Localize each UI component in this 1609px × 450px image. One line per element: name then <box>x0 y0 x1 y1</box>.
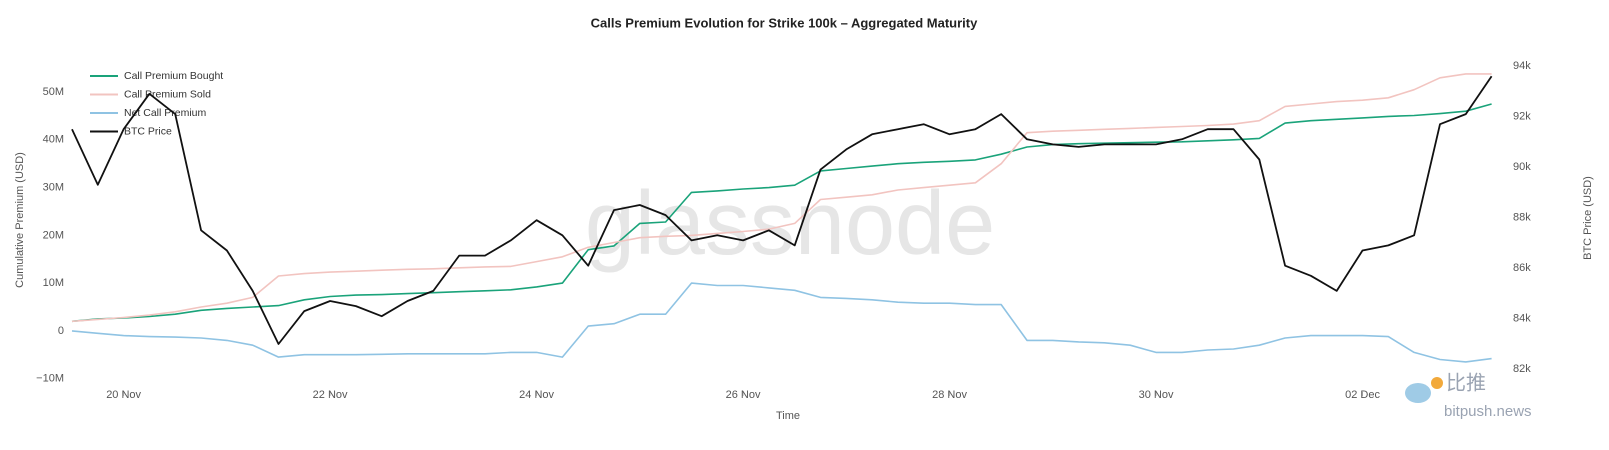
y2-tick-label: 92k <box>1513 110 1531 122</box>
bird-icon <box>1405 383 1431 403</box>
source-site: bitpush.news <box>1444 403 1532 420</box>
x-axis-title: Time <box>776 410 800 422</box>
x-tick-label: 30 Nov <box>1139 389 1174 401</box>
y2-tick-label: 94k <box>1513 60 1531 72</box>
x-tick-label: 20 Nov <box>106 389 141 401</box>
y2-axis-title: BTC Price (USD) <box>1582 176 1594 260</box>
y-tick-label: 40M <box>43 134 64 146</box>
y-tick-label: 50M <box>43 86 64 98</box>
y-tick-label: 0 <box>58 325 64 337</box>
y-tick-label: 30M <box>43 182 64 194</box>
coin-icon <box>1431 377 1443 389</box>
x-tick-label: 02 Dec <box>1345 389 1380 401</box>
x-tick-label: 24 Nov <box>519 389 554 401</box>
y-tick-label: 20M <box>43 229 64 241</box>
y-tick-label: 10M <box>43 277 64 289</box>
y-axis-title: Cumulative Premium (USD) <box>14 152 26 288</box>
y2-tick-label: 88k <box>1513 212 1531 224</box>
y2-tick-label: 84k <box>1513 313 1531 325</box>
series-line <box>71 282 1492 363</box>
y2-tick-label: 90k <box>1513 161 1531 173</box>
y2-tick-label: 86k <box>1513 262 1531 274</box>
series-line <box>71 75 1493 345</box>
chart-title: Calls Premium Evolution for Strike 100k … <box>591 15 979 30</box>
series-line <box>71 73 1492 323</box>
legend-label: Call Premium Bought <box>124 70 223 82</box>
source-logo: 比推 <box>1446 371 1486 394</box>
x-tick-label: 22 Nov <box>313 389 348 401</box>
y2-tick-label: 82k <box>1513 363 1531 375</box>
x-tick-label: 26 Nov <box>726 389 761 401</box>
legend-label: BTC Price <box>124 125 172 137</box>
legend-label: Net Call Premium <box>124 107 207 119</box>
source-badge: 比推 bitpush.news <box>1405 371 1532 420</box>
y-tick-label: −10M <box>36 373 64 385</box>
series-line <box>71 103 1492 323</box>
legend-label: Call Premium Sold <box>124 88 211 100</box>
x-tick-label: 28 Nov <box>932 389 967 401</box>
